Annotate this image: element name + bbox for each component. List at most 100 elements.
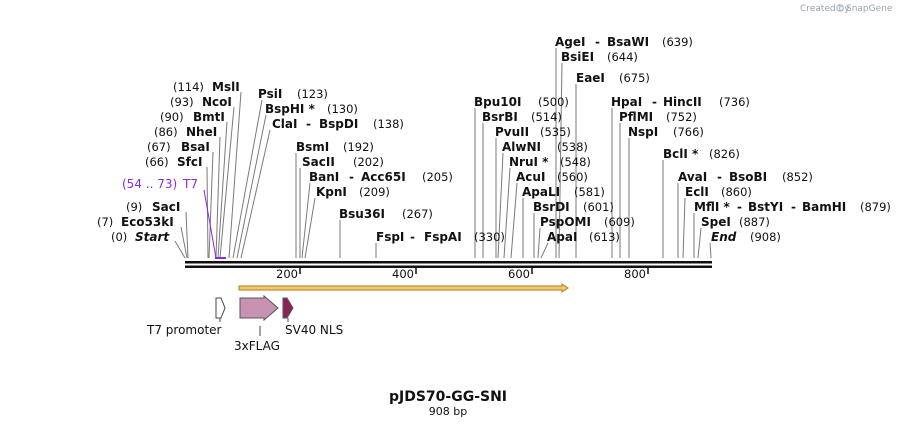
site-pspomi[interactable]: PspOMI (609)	[540, 215, 635, 229]
site-start[interactable]: (0) Start	[111, 230, 170, 244]
site-msli[interactable]: (114) MslI	[173, 80, 240, 94]
site-bmti[interactable]: (90) BmtI	[160, 110, 225, 124]
sequence-backbone	[185, 261, 712, 268]
site-agei-pos: (639)	[662, 35, 693, 49]
site-bani-pos: (205)	[422, 170, 453, 184]
map-length: 908 bp	[429, 405, 467, 418]
site-acui[interactable]: AcuI (560)	[516, 170, 588, 184]
site-agei-sep: -	[595, 35, 600, 49]
site-sfci[interactable]: (66) SfcI	[145, 155, 202, 169]
site-bsiei[interactable]: BsiEI (644)	[561, 50, 638, 64]
ruler-tick-label-800: 800	[624, 267, 646, 281]
site-avai-name: AvaI	[678, 170, 707, 184]
orf-arrow-shape	[238, 283, 569, 293]
site-clai[interactable]: ClaI - BspDI (138)	[272, 117, 404, 131]
site-avai[interactable]: AvaI - BsoBI (852)	[678, 170, 813, 184]
site-pflmi[interactable]: PflMI (752)	[619, 110, 697, 124]
feature-3xflag[interactable]: 3xFLAG	[234, 294, 280, 353]
site-pflmi-name: PflMI	[619, 110, 653, 124]
site-nrui-name: NruI *	[509, 155, 549, 169]
ruler: 200 400 600 800	[276, 267, 649, 281]
site-end[interactable]: End (908)	[711, 230, 781, 244]
site-nhei-pos: (86)	[154, 125, 178, 139]
backbone-bottom-strand	[185, 265, 712, 268]
site-mfli-pos: (879)	[860, 200, 891, 214]
site-hpai-sep: -	[652, 95, 657, 109]
site-alwni-pos: (538)	[557, 140, 588, 154]
site-pvuii-name: PvuII	[495, 125, 529, 139]
site-line-apai	[540, 242, 549, 259]
site-sacii-pos: (202)	[353, 155, 384, 169]
feature-sv40-nls[interactable]: SV40 NLS	[282, 297, 343, 337]
site-ncoi-name: NcoI	[202, 95, 232, 109]
site-bani-sep: -	[349, 170, 354, 184]
site-bani[interactable]: BanI - Acc65I (205)	[309, 170, 453, 184]
site-bsphi[interactable]: BspHI * (130)	[265, 102, 358, 116]
site-bsrbi-name: BsrBI	[482, 110, 518, 124]
orf-arrow[interactable]	[238, 283, 569, 293]
site-bcli-pos: (826)	[709, 147, 740, 161]
site-clai-name: ClaI	[272, 117, 297, 131]
site-hpai-pos: (736)	[719, 95, 750, 109]
site-start-pos: (0)	[111, 230, 127, 244]
site-kpni-pos: (209)	[359, 185, 390, 199]
site-eaei-pos: (675)	[619, 71, 650, 85]
credit-brand: SnapGene	[846, 4, 893, 14]
site-line-ncoi	[219, 106, 235, 259]
site-spei[interactable]: SpeI (887)	[701, 215, 770, 229]
primer-t7[interactable]: (54 .. 73) T7	[122, 177, 226, 259]
site-psii-pos: (123)	[297, 87, 328, 101]
site-mfli[interactable]: MflI * - BstYI - BamHI (879)	[694, 200, 891, 214]
site-eco53ki-name: Eco53kI	[121, 215, 174, 229]
site-acui-name: AcuI	[516, 170, 545, 184]
site-eaei[interactable]: EaeI (675)	[576, 71, 650, 85]
site-eco53ki[interactable]: (7) Eco53kI	[97, 215, 174, 229]
site-mfli-name2: BstYI	[748, 200, 783, 214]
site-bcli[interactable]: BclI * (826)	[663, 147, 740, 161]
site-agei[interactable]: AgeI - BsaWI (639)	[555, 35, 693, 49]
site-bsrbi[interactable]: BsrBI (514)	[482, 110, 562, 124]
site-mfli-name: MflI *	[694, 200, 730, 214]
site-bsrdi[interactable]: BsrDI (601)	[533, 200, 614, 214]
site-apali[interactable]: ApaLI (581)	[522, 185, 605, 199]
site-fspi[interactable]: FspI - FspAI (330)	[376, 230, 505, 244]
site-line-end	[709, 242, 712, 259]
site-bcli-name: BclI *	[663, 147, 699, 161]
site-apai[interactable]: ApaI (613)	[547, 230, 620, 244]
site-bsai[interactable]: (67) BsaI	[147, 140, 210, 154]
site-kpni[interactable]: KpnI (209)	[316, 185, 390, 199]
site-nhei[interactable]: (86) NheI	[154, 125, 217, 139]
site-alwni-name: AlwNI	[502, 140, 541, 154]
site-spei-pos: (887)	[739, 215, 770, 229]
site-line-bmti	[217, 121, 228, 259]
site-nspi-pos: (766)	[673, 125, 704, 139]
site-bpu10i-pos: (500)	[538, 95, 569, 109]
site-line-bsiei	[558, 62, 563, 259]
site-apali-name: ApaLI	[522, 185, 560, 199]
site-line-ecli	[682, 197, 686, 259]
site-bsu36i[interactable]: Bsu36I (267)	[339, 207, 433, 221]
site-apai-pos: (613)	[589, 230, 620, 244]
feature-t7-promoter[interactable]: T7 promoter	[146, 297, 226, 337]
site-pvuii[interactable]: PvuII (535)	[495, 125, 571, 139]
site-sacii[interactable]: SacII (202)	[302, 155, 384, 169]
feature-3xflag-arrow	[239, 294, 279, 322]
site-psii[interactable]: PsiI (123)	[258, 87, 328, 101]
site-apai-name: ApaI	[547, 230, 577, 244]
site-ecli[interactable]: EclI (860)	[685, 185, 752, 199]
site-ncoi[interactable]: (93) NcoI	[170, 95, 232, 109]
site-bpu10i[interactable]: Bpu10I (500)	[474, 95, 569, 109]
site-line-nrui	[503, 167, 511, 259]
site-bsmi[interactable]: BsmI (192)	[296, 140, 374, 154]
site-hpai[interactable]: HpaI - HincII (736)	[611, 95, 750, 109]
site-ecli-pos: (860)	[721, 185, 752, 199]
site-nspi[interactable]: NspI (766)	[628, 125, 704, 139]
snapgene-credit[interactable]: Created by SnapGene	[800, 4, 893, 14]
ruler-tick-label-200: 200	[276, 267, 298, 281]
site-nrui[interactable]: NruI * (548)	[509, 155, 591, 169]
site-apali-pos: (581)	[574, 185, 605, 199]
site-saci[interactable]: (9) SacI	[126, 200, 180, 214]
site-bani-name2: Acc65I	[361, 170, 406, 184]
site-alwni[interactable]: AlwNI (538)	[502, 140, 588, 154]
